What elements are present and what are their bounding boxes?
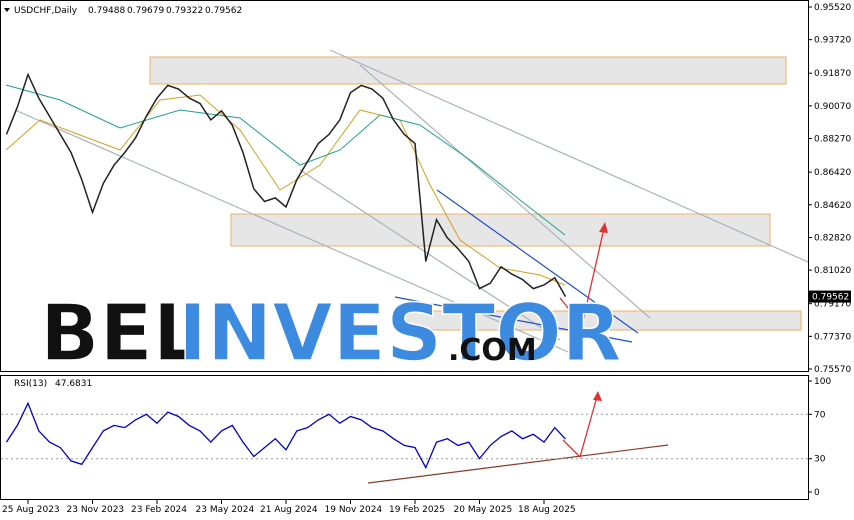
moving-average: [5, 94, 566, 286]
y-tick-label: 0.84620: [814, 201, 851, 211]
rsi-trend-line: [367, 444, 669, 484]
menu-arrow[interactable]: [4, 8, 10, 12]
x-tick-label: 18 Aug 2025: [518, 505, 576, 515]
y-tick-label: 0: [814, 488, 820, 498]
trend-line: [359, 64, 651, 319]
watermark-investor: INVESTOR: [178, 289, 622, 379]
ohlc-value: 0.79322: [166, 6, 203, 16]
series-line: [5, 401, 566, 470]
y-tick-label: 30: [814, 455, 826, 465]
x-tick-label: 23 Nov 2023: [67, 505, 125, 515]
y-tick-label: 0.81020: [814, 266, 851, 276]
arrow-head: [593, 391, 602, 401]
ohlc-value: 0.79562: [205, 6, 242, 16]
watermark-com: .COM: [448, 333, 537, 368]
zone: [230, 213, 771, 247]
trend-lines: [14, 49, 809, 356]
y-tick-label: 0.88270: [814, 135, 851, 145]
y-tick-label: 0.82820: [814, 233, 851, 243]
last-price-box: [809, 290, 851, 303]
symbol-title: USDCHF,Daily: [14, 6, 78, 16]
rsi-last: 47.6831: [55, 379, 92, 389]
y-tick-label: 70: [814, 410, 826, 420]
arrow-head: [599, 222, 608, 233]
trend-line: [14, 109, 576, 356]
ohlc-value: 0.79679: [127, 6, 164, 16]
y-tick-label: 0.90070: [814, 102, 851, 112]
channel-line: [394, 296, 633, 343]
x-tick-label: 20 May 2025: [454, 505, 513, 515]
moving-average: [5, 84, 566, 236]
y-tick-label: 0.77370: [814, 332, 851, 342]
x-tick-label: 19 Nov 2024: [325, 505, 383, 515]
channel-line: [436, 189, 639, 334]
y-tick-label: 0.93720: [814, 36, 851, 46]
forecast-arrow: [559, 223, 606, 327]
x-tick-label: 23 May 2024: [196, 505, 255, 515]
y-tick-label: 0.91870: [814, 69, 851, 79]
y-tick-label: 0.86420: [814, 168, 851, 178]
ohlc-value: 0.79488: [88, 6, 125, 16]
y-tick-label: 0.95520: [814, 3, 851, 13]
trend-line: [299, 169, 561, 341]
x-tick-label: 19 Feb 2025: [389, 505, 445, 515]
zone: [149, 56, 787, 85]
x-tick-label: 21 Aug 2024: [260, 505, 318, 515]
watermark-bel: BEL: [40, 289, 202, 379]
y-tick-label: 100: [814, 377, 831, 387]
x-tick-label: 23 Feb 2024: [131, 505, 187, 515]
last-price-label: 0.79562: [812, 293, 849, 303]
x-tick-label: 25 Aug 2023: [2, 505, 60, 515]
y-tick-label: 0.79170: [814, 300, 851, 310]
rsi-panel: [0, 375, 809, 500]
trend-line: [329, 49, 809, 263]
series-line: [5, 72, 567, 297]
rsi-title: RSI(13): [14, 379, 47, 389]
y-tick-label: 0.75570: [814, 365, 851, 375]
